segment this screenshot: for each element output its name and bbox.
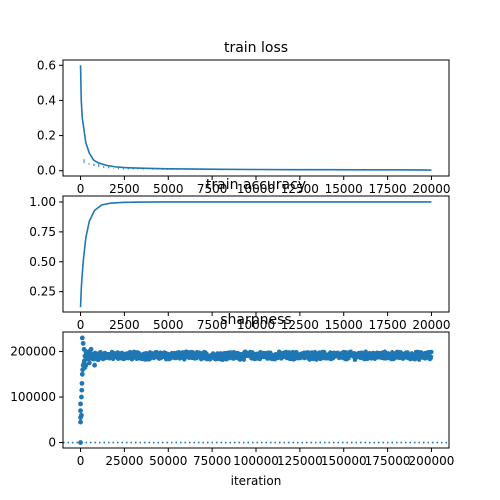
sharpness-point bbox=[79, 387, 85, 393]
accuracy-y-tick-label: 0.50 bbox=[29, 255, 56, 269]
sharpness-x-tick-label: 150000 bbox=[321, 454, 367, 468]
sharpness-point bbox=[79, 394, 84, 400]
loss-x-tick-label: 20000 bbox=[412, 182, 450, 196]
sharpness-x-ticks: 0 25000 50000 75000 100000125000150000175000… bbox=[77, 448, 455, 468]
loss-x-tick-label: 0 bbox=[77, 182, 85, 196]
sharpness-y-ticks: 0 100000 200000 bbox=[10, 345, 63, 450]
sharpness-x-tick-label: 200000 bbox=[409, 454, 455, 468]
sharpness-point bbox=[95, 357, 101, 363]
loss-y-tick-label: 0.4 bbox=[37, 93, 56, 107]
sharpness-y-tick-label: 200000 bbox=[10, 345, 56, 359]
accuracy-series-line bbox=[79, 201, 432, 308]
accuracy-x-tick-label: 20000 bbox=[412, 318, 450, 332]
accuracy-y-tick-label: 1.00 bbox=[29, 195, 56, 209]
sharpness-point bbox=[80, 340, 86, 346]
loss-x-ticks: 0 2500 5000 7500 10000 12500 15000 17500 20000 bbox=[77, 176, 451, 196]
accuracy-x-tick-label: 10000 bbox=[237, 318, 275, 332]
sharpness-point bbox=[83, 362, 89, 368]
loss-x-tick-label: 2500 bbox=[109, 182, 140, 196]
sharpness-point bbox=[85, 355, 90, 361]
sharpness-series-layer bbox=[63, 335, 449, 445]
sharpness-point bbox=[78, 440, 83, 445]
sharpness-x-axis-label: iteration bbox=[231, 474, 282, 488]
loss-title: train loss bbox=[224, 40, 288, 56]
accuracy-x-ticks: 0 2500 5000 7500 10000 12500 15000 17500 20000 bbox=[77, 312, 451, 332]
sharpness-point bbox=[363, 349, 368, 354]
sharpness-point bbox=[78, 419, 83, 425]
sharpness-y-tick-label: 0 bbox=[48, 436, 56, 450]
sharpness-panel: sharpness 0 25000 50000 75000 10000012500015… bbox=[10, 312, 454, 488]
accuracy-x-tick-label: 12500 bbox=[281, 318, 319, 332]
accuracy-y-tick-label: 0.75 bbox=[29, 225, 56, 239]
loss-series-layer bbox=[79, 65, 432, 171]
loss-x-tick-label: 17500 bbox=[368, 182, 406, 196]
sharpness-point bbox=[79, 335, 85, 341]
sharpness-point bbox=[104, 354, 110, 360]
accuracy-x-tick-label: 7500 bbox=[197, 318, 228, 332]
sharpness-point bbox=[83, 349, 89, 354]
accuracy-x-tick-label: 0 bbox=[77, 318, 85, 332]
accuracy-series-layer bbox=[79, 201, 432, 308]
sharpness-x-tick-label: 50000 bbox=[149, 454, 187, 468]
sharpness-point bbox=[99, 353, 104, 359]
sharpness-point bbox=[78, 401, 83, 407]
sharpness-x-tick-label: 0 bbox=[77, 454, 85, 468]
accuracy-x-tick-label: 15000 bbox=[325, 318, 363, 332]
accuracy-x-tick-label: 2500 bbox=[109, 318, 140, 332]
sharpness-point bbox=[79, 381, 85, 386]
sharpness-x-tick-label: 100000 bbox=[233, 454, 279, 468]
sharpness-title: sharpness bbox=[220, 312, 291, 328]
loss-y-tick-label: 0.0 bbox=[37, 164, 56, 178]
accuracy-x-tick-label: 17500 bbox=[368, 318, 406, 332]
accuracy-title: train accuracy bbox=[206, 177, 306, 193]
accuracy-y-tick-label: 0.25 bbox=[29, 285, 56, 299]
loss-panel: train loss 0 2500 5000 7500 10000 12500 15000 1… bbox=[37, 40, 451, 196]
sharpness-x-tick-label: 175000 bbox=[365, 454, 411, 468]
sharpness-point bbox=[88, 346, 94, 352]
loss-x-tick-label: 10000 bbox=[237, 182, 275, 196]
sharpness-x-tick-label: 125000 bbox=[277, 454, 323, 468]
sharpness-point bbox=[79, 371, 85, 377]
sharpness-point bbox=[79, 412, 84, 418]
loss-y-tick-label: 0.2 bbox=[37, 129, 56, 143]
sharpness-x-tick-label: 75000 bbox=[193, 454, 231, 468]
loss-x-tick-label: 7500 bbox=[197, 182, 228, 196]
accuracy-y-ticks: 0.25 0.50 0.75 1.00 bbox=[29, 195, 63, 299]
sharpness-point bbox=[92, 362, 97, 368]
accuracy-panel: train accuracy 0 2500 5000 7500 10000 12500 15… bbox=[29, 177, 450, 332]
sharpness-point bbox=[78, 408, 83, 414]
sharpness-y-tick-label: 100000 bbox=[10, 390, 56, 404]
loss-y-ticks: 0.0 0.2 0.4 0.6 bbox=[37, 58, 63, 178]
loss-x-tick-label: 12500 bbox=[281, 182, 319, 196]
sharpness-x-tick-label: 25000 bbox=[105, 454, 143, 468]
sharpness-point bbox=[95, 351, 101, 357]
loss-x-tick-label: 15000 bbox=[325, 182, 363, 196]
loss-series-line bbox=[79, 65, 432, 171]
loss-x-tick-label: 5000 bbox=[153, 182, 184, 196]
sharpness-point bbox=[429, 349, 434, 355]
sharpness-point bbox=[86, 360, 92, 366]
loss-y-tick-label: 0.6 bbox=[37, 58, 56, 72]
accuracy-x-tick-label: 5000 bbox=[153, 318, 184, 332]
sharpness-point bbox=[428, 354, 434, 360]
